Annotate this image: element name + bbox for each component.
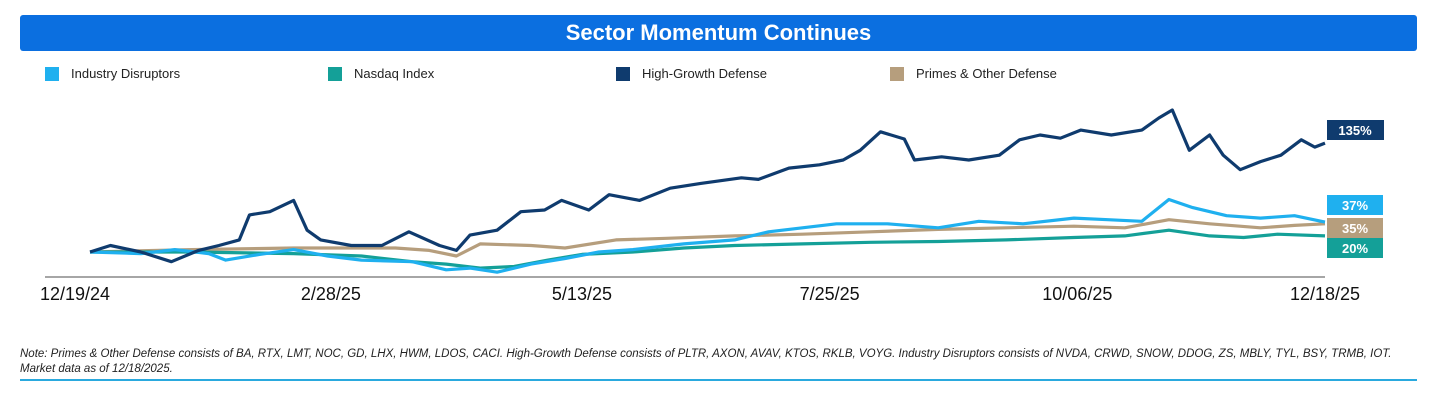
chart-title-banner: Sector Momentum Continues	[20, 15, 1417, 51]
legend-item-primes-other-defense: Primes & Other Defense	[890, 66, 1057, 81]
legend-label: Primes & Other Defense	[916, 66, 1057, 81]
legend-label: Nasdaq Index	[354, 66, 435, 81]
legend-item-nasdaq-index: Nasdaq Index	[328, 66, 434, 81]
legend-item-industry-disruptors: Industry Disruptors	[45, 66, 180, 81]
divider	[20, 379, 1417, 381]
footnote: Note: Primes & Other Defense consists of…	[20, 348, 1392, 375]
end-label-box	[1327, 195, 1383, 215]
end-label-box	[1327, 218, 1383, 238]
x-tick-label: 7/25/25	[800, 284, 860, 304]
x-tick-label: 12/19/24	[40, 284, 110, 304]
series-line-primes-other-defense	[89, 218, 1326, 258]
legend: Industry Disruptors Nasdaq Index High-Gr…	[45, 66, 1345, 82]
legend-label: Industry Disruptors	[71, 66, 181, 81]
end-label-box	[1327, 120, 1384, 140]
legend-item-high-growth-defense: High-Growth Defense	[616, 66, 767, 81]
x-tick-label: 2/28/25	[301, 284, 361, 304]
legend-swatch	[890, 66, 904, 81]
end-value-label: 20%	[1342, 241, 1368, 256]
series-line-industry-disruptors	[89, 197, 1326, 274]
legend-swatch	[328, 66, 342, 81]
series-line-high-growth-defense	[89, 108, 1326, 264]
end-value-label: 35%	[1342, 221, 1368, 236]
legend-swatch	[45, 66, 59, 81]
legend-label: High-Growth Defense	[642, 66, 767, 81]
legend-swatch	[616, 66, 630, 81]
x-tick-label: 12/18/25	[1290, 284, 1360, 304]
end-value-label: 37%	[1342, 198, 1368, 213]
x-tick-label: 5/13/25	[552, 284, 612, 304]
end-value-label: 135%	[1338, 123, 1372, 138]
x-tick-label: 10/06/25	[1042, 284, 1112, 304]
line-chart: 12/19/24 2/28/25 5/13/25 7/25/25 10/06/25 12/…	[40, 108, 1384, 304]
end-label-box	[1327, 238, 1383, 258]
